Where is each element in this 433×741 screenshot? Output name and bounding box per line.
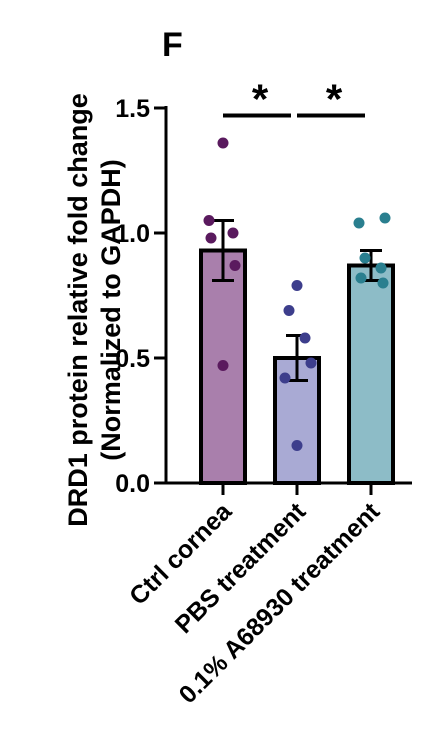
bar-2 — [347, 263, 395, 485]
data-point-0-4 — [229, 260, 241, 271]
data-point-1-0 — [291, 280, 303, 291]
data-point-2-4 — [355, 272, 367, 284]
significance-star-0: * — [252, 76, 269, 123]
y-ticks-layer: 0.0 0.5 1.0 1.5 — [115, 95, 166, 498]
data-point-0-0 — [217, 137, 229, 149]
y-tick-label-2: 1.0 — [115, 220, 150, 248]
data-point-2-3 — [375, 262, 387, 274]
y-tick-label-3: 1.5 — [115, 95, 150, 123]
data-point-1-4 — [279, 372, 291, 384]
significance-layer: * * — [223, 76, 365, 123]
data-point-0-1 — [203, 215, 215, 226]
y-tick-label-0: 0.0 — [115, 470, 150, 498]
x-tick-label-1: PBS treatment — [170, 497, 312, 639]
panel-label: F — [162, 26, 183, 64]
data-point-1-2 — [299, 332, 311, 344]
data-point-0-5 — [217, 360, 229, 371]
data-point-0-3 — [205, 232, 217, 244]
data-point-2-1 — [353, 217, 365, 229]
data-point-2-5 — [377, 277, 389, 289]
data-point-0-2 — [227, 227, 239, 239]
data-point-2-2 — [359, 252, 371, 264]
y-axis-title: DRD1 protein relative fold change (Norma… — [63, 93, 126, 527]
data-point-1-1 — [283, 305, 295, 316]
significance-star-1: * — [326, 76, 343, 123]
y-tick-label-1: 0.5 — [115, 345, 150, 373]
data-point-1-3 — [305, 357, 317, 369]
points-layer — [203, 137, 391, 451]
y-axis-title-line1: DRD1 protein relative fold change — [63, 93, 93, 527]
data-point-1-5 — [291, 440, 303, 451]
data-point-2-0 — [379, 212, 391, 224]
y-axis-title-line2: (Normalized to GAPDH) — [96, 159, 126, 461]
